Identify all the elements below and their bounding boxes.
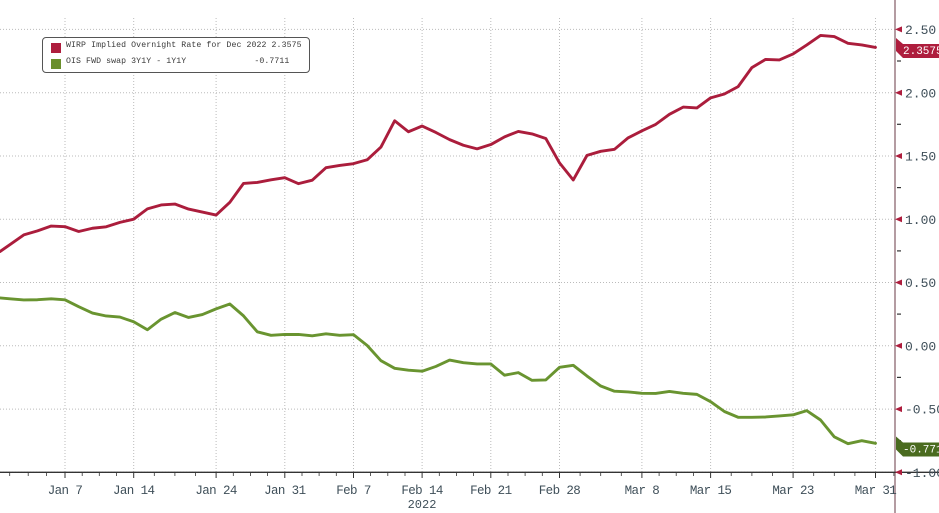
svg-text:Jan 31: Jan 31 <box>264 484 306 498</box>
svg-text:-0.50: -0.50 <box>905 403 939 418</box>
svg-text:Mar 31: Mar 31 <box>855 484 897 498</box>
svg-text:Jan 24: Jan 24 <box>195 484 237 498</box>
svg-text:1.00: 1.00 <box>905 213 936 228</box>
svg-text:2022: 2022 <box>408 498 437 512</box>
svg-text:Feb 28: Feb 28 <box>539 484 581 498</box>
svg-text:0.00: 0.00 <box>905 339 936 354</box>
svg-text:-0.7711: -0.7711 <box>903 444 939 456</box>
svg-text:Feb 14: Feb 14 <box>401 484 443 498</box>
svg-text:2.50: 2.50 <box>905 23 936 38</box>
svg-text:2.3575: 2.3575 <box>903 46 939 58</box>
svg-text:Mar 15: Mar 15 <box>690 484 732 498</box>
svg-text:0.50: 0.50 <box>905 276 936 291</box>
svg-text:Jan 14: Jan 14 <box>113 484 155 498</box>
svg-text:Jan 7: Jan 7 <box>48 484 83 498</box>
svg-text:Mar 8: Mar 8 <box>625 484 660 498</box>
svg-text:-1.00: -1.00 <box>905 466 939 481</box>
svg-text:Feb 21: Feb 21 <box>470 484 512 498</box>
svg-text:2.00: 2.00 <box>905 86 936 101</box>
svg-text:Feb 7: Feb 7 <box>336 484 371 498</box>
svg-text:1.50: 1.50 <box>905 150 936 165</box>
svg-text:Mar 23: Mar 23 <box>772 484 814 498</box>
